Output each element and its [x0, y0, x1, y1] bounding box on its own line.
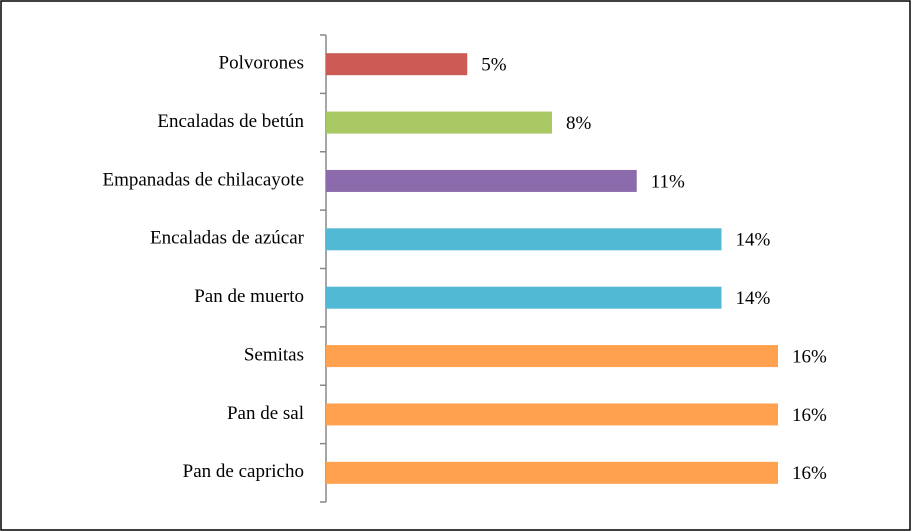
bar	[326, 461, 778, 484]
data-label: 8%	[566, 113, 592, 134]
data-label: 16%	[792, 463, 827, 484]
bar	[326, 403, 778, 426]
category-label: Pan de sal	[227, 403, 304, 424]
data-label: 14%	[736, 288, 771, 309]
category-label: Encaladas de betún	[157, 111, 304, 132]
data-label: 11%	[651, 171, 685, 192]
bar	[326, 111, 552, 134]
category-label: Empanadas de chilacayote	[102, 169, 304, 190]
data-label: 16%	[792, 346, 827, 367]
category-label: Pan de capricho	[183, 461, 304, 482]
category-label: Polvorones	[219, 53, 305, 74]
category-label: Encaladas de azúcar	[150, 228, 305, 249]
bar	[326, 345, 778, 368]
bar	[326, 169, 637, 192]
data-label: 14%	[736, 230, 771, 251]
data-label: 16%	[792, 405, 827, 426]
data-label: 5%	[481, 55, 507, 76]
bar	[326, 286, 722, 309]
category-label: Pan de muerto	[194, 286, 304, 307]
bar	[326, 228, 722, 251]
category-label: Semitas	[244, 344, 304, 365]
bar	[326, 53, 468, 76]
